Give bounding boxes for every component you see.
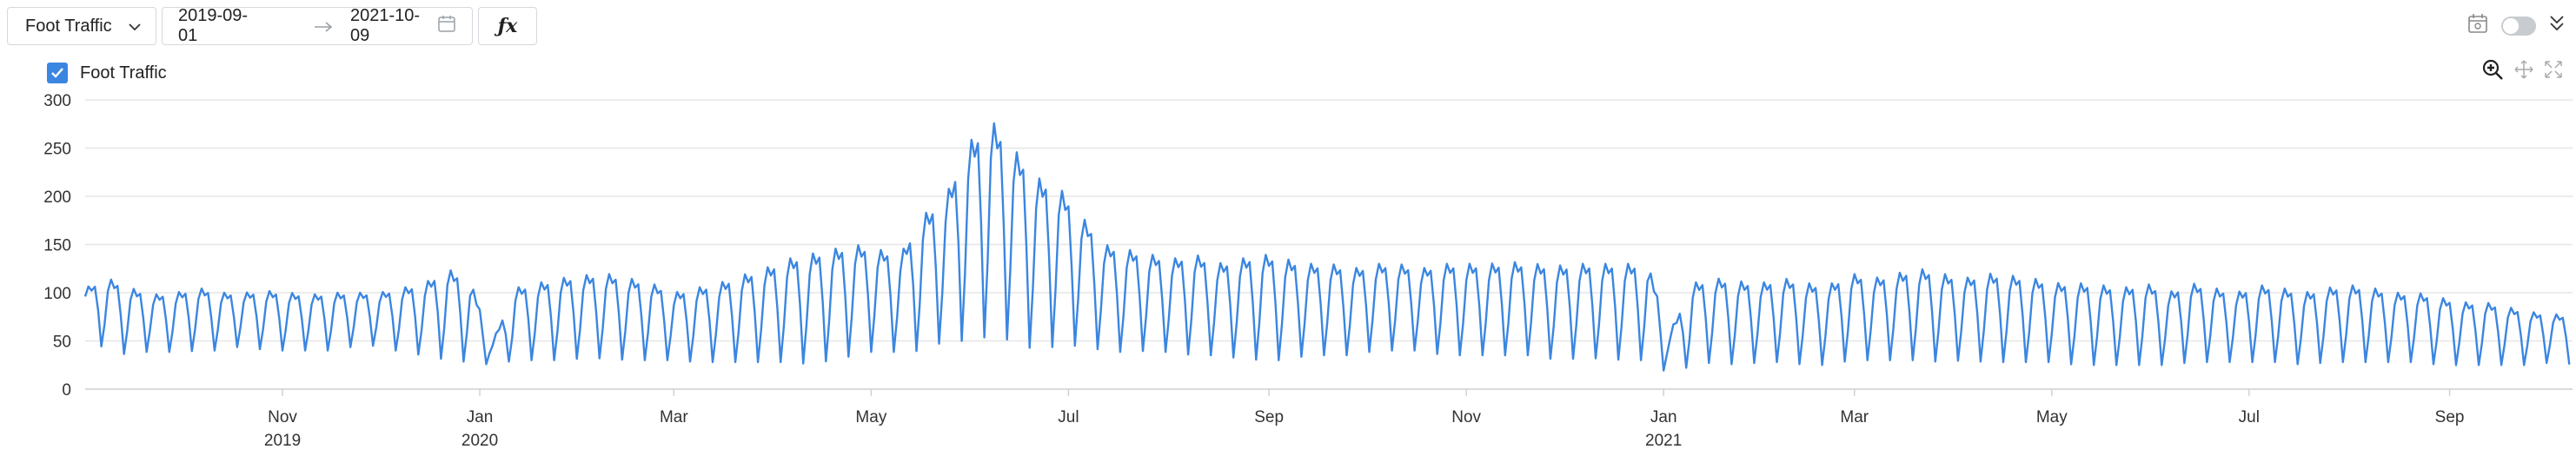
x-tick-label: Jul [2239, 408, 2260, 426]
y-axis: 0 50 100 150 200 250 300 [43, 92, 71, 400]
fx-icon: ƒx [497, 15, 518, 37]
chart-legend: Foot Traffic [47, 63, 167, 83]
checkbox-checked-icon[interactable] [47, 63, 68, 83]
y-tick-label: 50 [53, 334, 71, 352]
x-tick-label: Sep [1254, 408, 1284, 426]
x-tick-label: Mar [660, 408, 688, 426]
arrow-right-icon [314, 15, 333, 37]
metric-select[interactable]: Foot Traffic [7, 7, 156, 45]
y-tick-label: 250 [43, 141, 71, 159]
x-tick-label: Jan [467, 408, 494, 426]
fullscreen-icon[interactable] [2543, 59, 2564, 84]
x-tick-label: Jul [1058, 408, 1079, 426]
x-tick-label: Mar [1840, 408, 1869, 426]
y-tick-label: 100 [43, 285, 71, 303]
series-line-foot-traffic [83, 122, 2571, 372]
x-tick-label: May [2036, 408, 2068, 426]
y-tick-label: 300 [43, 92, 71, 110]
calendar-star-icon[interactable] [2466, 12, 2489, 39]
formula-button[interactable]: ƒx [478, 7, 537, 45]
zoom-in-icon[interactable] [2480, 57, 2505, 86]
toolbar: Foot Traffic 2019-09-01 2021-10-09 ƒx [7, 6, 537, 47]
chevron-down-icon [128, 17, 142, 36]
date-end[interactable]: 2021-10-09 [350, 6, 421, 45]
x-tick-label: May [855, 408, 886, 426]
date-start[interactable]: 2019-09-01 [178, 6, 249, 45]
chart-zoom-tools [2480, 57, 2564, 86]
x-tick-year-label: 2021 [1645, 432, 1682, 450]
double-chevron-down-icon[interactable] [2548, 14, 2566, 37]
x-tick-year-label: 2019 [264, 432, 301, 450]
x-tick-year-label: 2020 [461, 432, 498, 450]
calendar-icon[interactable] [437, 14, 456, 38]
x-axis: Nov 2019 Jan 2020 Mar May Jul Sep Nov Jan 2021 Mar M… [264, 389, 2465, 450]
y-tick-label: 0 [62, 381, 71, 400]
x-tick-label: Nov [268, 408, 297, 426]
x-tick-label: Nov [1451, 408, 1481, 426]
legend-label: Foot Traffic [80, 63, 167, 83]
top-right-tools [2466, 12, 2566, 39]
x-tick-label: Sep [2435, 408, 2465, 426]
y-tick-label: 150 [43, 237, 71, 255]
metric-select-label: Foot Traffic [25, 16, 112, 36]
pan-icon[interactable] [2513, 59, 2534, 84]
date-range-picker[interactable]: 2019-09-01 2021-10-09 [162, 6, 473, 45]
x-tick-label: Jan [1650, 408, 1677, 426]
chart-grid [85, 99, 2573, 390]
toggle-switch[interactable] [2501, 16, 2536, 36]
y-tick-label: 200 [43, 188, 71, 207]
